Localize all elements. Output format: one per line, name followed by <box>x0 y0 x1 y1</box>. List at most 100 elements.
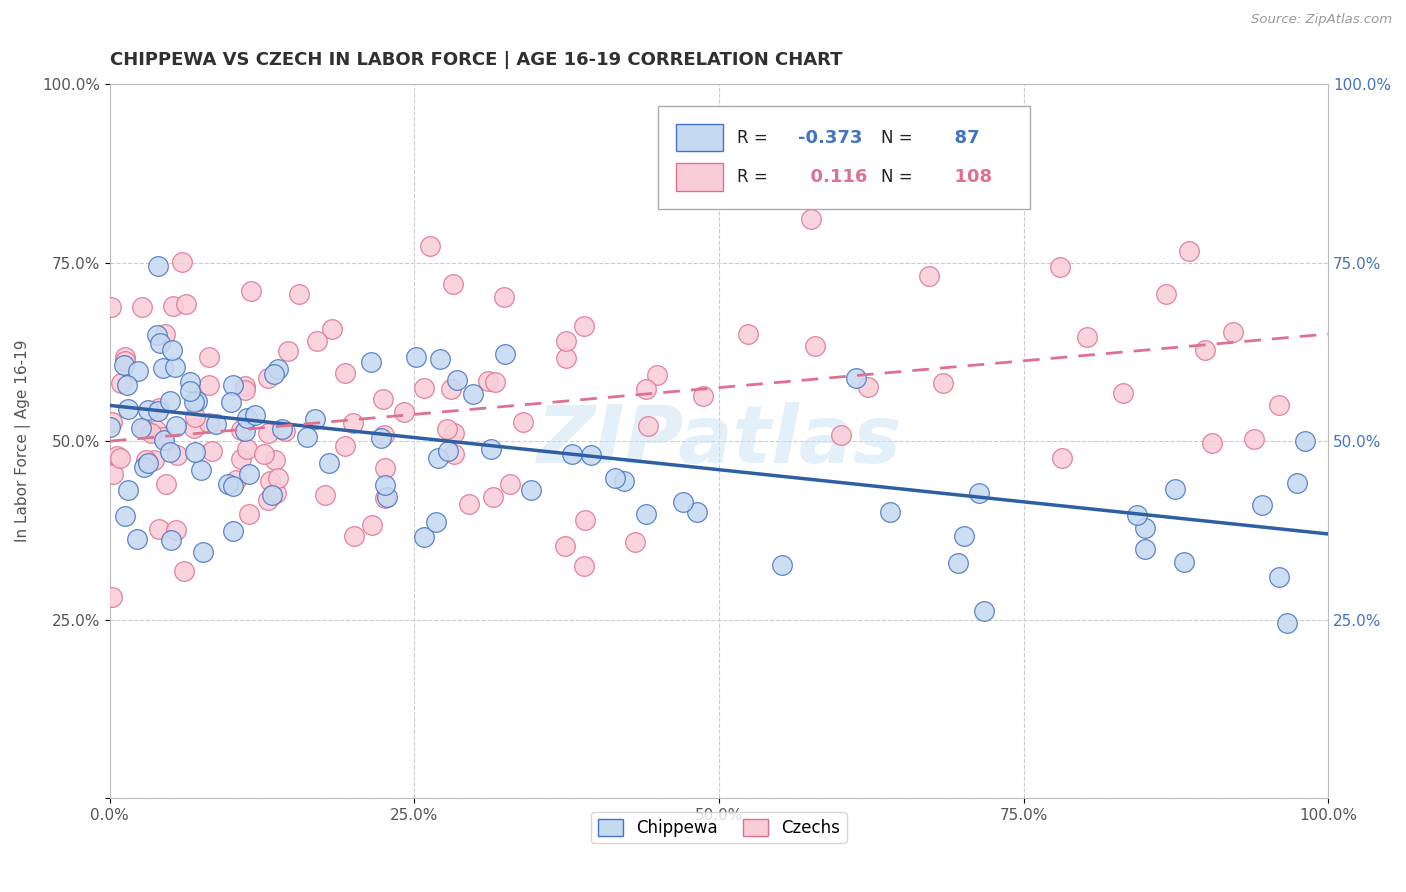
Point <box>197 377 219 392</box>
Point <box>160 343 183 357</box>
Point <box>446 373 468 387</box>
Point <box>108 450 131 465</box>
Point <box>183 395 205 409</box>
Point <box>463 386 485 401</box>
Point <box>1267 570 1289 584</box>
Point <box>238 467 260 482</box>
Point <box>482 490 505 504</box>
Point <box>201 444 224 458</box>
Point <box>117 483 139 498</box>
Point <box>222 378 245 392</box>
Point <box>572 559 595 574</box>
Point <box>173 564 195 578</box>
Text: R =: R = <box>737 168 773 186</box>
Point <box>159 445 181 459</box>
Point <box>494 347 516 361</box>
Point <box>499 476 522 491</box>
Point <box>373 392 395 406</box>
Point <box>233 379 256 393</box>
Point <box>634 507 657 521</box>
Point <box>257 493 280 508</box>
Point <box>429 352 451 367</box>
Point <box>692 389 714 403</box>
Point <box>427 450 450 465</box>
Point <box>1286 476 1309 491</box>
Point <box>131 301 153 315</box>
Point <box>166 448 188 462</box>
Point <box>361 517 384 532</box>
Point <box>520 483 543 497</box>
Text: ZIPatlas: ZIPatlas <box>537 402 901 480</box>
Point <box>159 394 181 409</box>
Point <box>114 354 136 368</box>
Point <box>946 556 969 570</box>
Point <box>146 328 169 343</box>
Text: CHIPPEWA VS CZECH IN LABOR FORCE | AGE 16-19 CORRELATION CHART: CHIPPEWA VS CZECH IN LABOR FORCE | AGE 1… <box>110 51 842 69</box>
Point <box>155 327 177 342</box>
Point <box>236 442 259 457</box>
Point <box>143 453 166 467</box>
Point <box>114 350 136 364</box>
Point <box>238 507 260 521</box>
Point <box>229 423 252 437</box>
Point <box>127 364 149 378</box>
Point <box>321 322 343 336</box>
Point <box>1112 385 1135 400</box>
Point <box>183 421 205 435</box>
Point <box>374 491 396 505</box>
Point <box>477 374 499 388</box>
Point <box>342 416 364 430</box>
Point <box>413 530 436 544</box>
Point <box>259 475 281 489</box>
Point <box>165 418 187 433</box>
Point <box>115 378 138 392</box>
Point <box>770 558 793 572</box>
Text: Source: ZipAtlas.com: Source: ZipAtlas.com <box>1251 13 1392 27</box>
Text: 87: 87 <box>942 128 980 146</box>
Point <box>165 524 187 538</box>
Point <box>1222 326 1244 340</box>
Point <box>165 360 187 375</box>
Point <box>152 361 174 376</box>
Point <box>830 428 852 442</box>
FancyBboxPatch shape <box>658 105 1029 209</box>
Point <box>139 425 162 440</box>
Text: N =: N = <box>882 128 918 146</box>
Point <box>136 456 159 470</box>
Point <box>1126 508 1149 523</box>
Point <box>257 425 280 440</box>
Point <box>425 515 447 529</box>
Point <box>129 421 152 435</box>
Point <box>561 447 583 461</box>
Point <box>374 478 396 492</box>
Point <box>263 367 285 381</box>
Point <box>1251 498 1274 512</box>
Point <box>217 477 239 491</box>
Point <box>1275 616 1298 631</box>
Point <box>295 429 318 443</box>
Point <box>405 351 427 365</box>
Point <box>1133 542 1156 557</box>
Point <box>484 376 506 390</box>
Point <box>603 471 626 485</box>
Point <box>645 368 668 383</box>
Text: -0.373: -0.373 <box>799 128 862 146</box>
Point <box>229 452 252 467</box>
Point <box>845 371 868 385</box>
Point <box>101 416 124 430</box>
Point <box>184 410 207 425</box>
Point <box>257 371 280 385</box>
Point <box>1049 260 1071 274</box>
Point <box>613 474 636 488</box>
Y-axis label: In Labor Force | Age 16-19: In Labor Force | Age 16-19 <box>15 340 31 542</box>
Point <box>105 449 128 463</box>
Point <box>686 505 709 519</box>
Point <box>572 319 595 334</box>
Point <box>225 473 247 487</box>
Point <box>574 513 596 527</box>
Point <box>1173 555 1195 569</box>
Point <box>204 417 226 432</box>
Point <box>318 457 340 471</box>
Point <box>267 471 290 485</box>
Point <box>263 453 285 467</box>
